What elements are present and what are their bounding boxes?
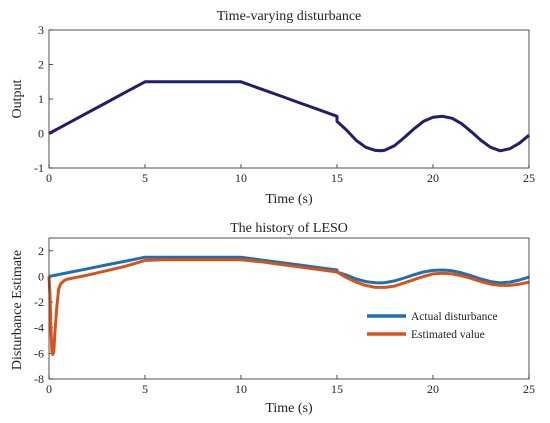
- leso-plot: The history of LESO Time (s) Disturbance…: [10, 221, 535, 416]
- y-tick-label: -8: [34, 372, 44, 386]
- x-axis-label: Time (s): [265, 192, 313, 207]
- plot-title: Time-varying disturbance: [217, 9, 362, 24]
- legend-label-estimated: Estimated value: [411, 329, 485, 341]
- y-tick-label: 2: [38, 58, 44, 72]
- x-tick-label: 15: [331, 171, 343, 185]
- x-tick-label: 5: [142, 171, 148, 185]
- x-tick-label: 20: [427, 382, 439, 396]
- x-tick-label: 10: [235, 382, 247, 396]
- x-tick-label: 0: [46, 382, 52, 396]
- y-tick-label: 2: [38, 244, 44, 258]
- y-tick-label: -6: [34, 346, 44, 360]
- x-tick-label: 15: [331, 382, 343, 396]
- x-tick-label: 25: [523, 382, 535, 396]
- x-tick-label: 5: [142, 382, 148, 396]
- x-axis-label: Time (s): [265, 401, 313, 416]
- disturbance-plot: Time-varying disturbance Time (s) Output…: [10, 9, 535, 207]
- x-tick-label: 20: [427, 171, 439, 185]
- x-tick-label: 10: [235, 171, 247, 185]
- tick-group: 0 5 10 15 20 25 -8 -6 -4 -2 0 2: [34, 244, 535, 396]
- y-tick-label: -2: [34, 295, 44, 309]
- y-axis-label: Output: [10, 79, 25, 118]
- y-tick-label: -4: [34, 321, 44, 335]
- y-tick-label: 1: [38, 92, 44, 106]
- series-line-1: [47, 258, 530, 357]
- plot-frame: [48, 29, 530, 169]
- y-axis-label: Disturbance Estimate: [10, 250, 25, 370]
- plot-title: The history of LESO: [230, 221, 348, 236]
- x-tick-label: 25: [523, 171, 535, 185]
- y-tick-label: -1: [34, 161, 44, 175]
- y-tick-label: 3: [38, 23, 44, 37]
- legend: Actual disturbance Estimated value: [361, 304, 517, 348]
- legend-box: [361, 304, 517, 348]
- series-line-0: [48, 80, 530, 153]
- y-tick-label: 0: [38, 269, 44, 283]
- series-group: [48, 80, 530, 153]
- y-tick-label: 0: [38, 127, 44, 141]
- series-line-0: [48, 255, 530, 285]
- series-group: [47, 255, 530, 357]
- legend-label-actual: Actual disturbance: [411, 311, 498, 323]
- plot-frame: [48, 237, 530, 380]
- x-tick-label: 0: [46, 171, 52, 185]
